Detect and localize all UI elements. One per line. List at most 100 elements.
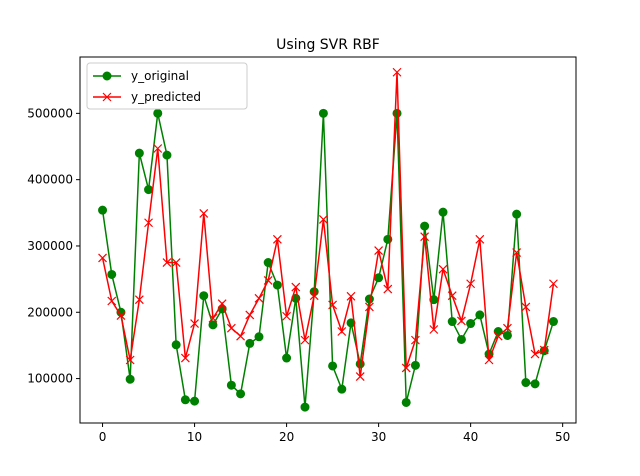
- y_predicted-point: [272, 234, 282, 244]
- y_predicted-point: [549, 279, 558, 289]
- y_original-point: [521, 378, 531, 388]
- y_original-point: [401, 397, 411, 407]
- y_original-point: [199, 291, 209, 301]
- y_original-point: [548, 317, 558, 327]
- y_predicted-point: [98, 253, 107, 263]
- y_original-point: [226, 380, 236, 390]
- y_original-point: [153, 108, 163, 118]
- y_predicted-point: [190, 319, 199, 328]
- y_predicted-point: [199, 209, 209, 218]
- y_predicted-point: [309, 291, 319, 301]
- y_predicted-point: [475, 234, 485, 244]
- y_predicted-point: [254, 293, 264, 303]
- series-layer: [98, 67, 558, 412]
- legend-box: [86, 62, 248, 110]
- y_original-point: [98, 205, 108, 215]
- y_predicted-point: [530, 349, 540, 359]
- series-y_predicted: [98, 67, 558, 382]
- y_predicted-point: [447, 291, 457, 301]
- legend-marker: [102, 92, 112, 102]
- y_original-point: [374, 273, 384, 283]
- y_original-point: [171, 340, 181, 350]
- y_original-point: [438, 207, 448, 217]
- y_original-point: [410, 360, 420, 370]
- legend-marker: [102, 71, 112, 81]
- y_predicted-point: [318, 215, 328, 224]
- y_original-point: [144, 185, 154, 195]
- y_original-point: [456, 334, 466, 344]
- y_original-point: [512, 209, 522, 219]
- legend-entry: y_predicted: [93, 90, 201, 104]
- y_predicted-point: [171, 258, 181, 267]
- chart-title: Using SVR RBF: [276, 37, 380, 53]
- y_predicted-point: [438, 264, 448, 274]
- y_predicted-point: [291, 282, 301, 292]
- y_original-point: [447, 317, 457, 327]
- y_predicted-point: [107, 296, 117, 306]
- y_predicted-point: [116, 311, 126, 321]
- y-tick-label: 400000: [27, 173, 73, 187]
- y_original-point: [134, 148, 144, 158]
- y_predicted-point: [539, 345, 549, 355]
- y_predicted-point: [162, 258, 172, 267]
- y_original-point: [180, 395, 190, 405]
- y_predicted-point: [374, 246, 384, 256]
- x-tick-label: 0: [99, 430, 107, 444]
- y_predicted-point: [300, 335, 310, 345]
- y_original-point: [346, 318, 356, 328]
- y_original-point: [364, 294, 374, 304]
- y_original-point: [107, 269, 117, 279]
- y_predicted-point: [328, 300, 338, 310]
- y_original-point: [208, 320, 218, 330]
- y_original-point: [282, 353, 292, 363]
- y_predicted-point: [484, 355, 494, 365]
- y_predicted-point: [153, 144, 163, 153]
- y_predicted-point: [503, 323, 512, 333]
- y_predicted-point: [346, 291, 356, 301]
- x-tick-label: 20: [279, 430, 294, 444]
- y_predicted-point: [383, 284, 393, 294]
- y_original-point: [466, 319, 476, 329]
- y_original-point: [392, 108, 402, 118]
- y_original-point: [475, 310, 485, 320]
- y_predicted-point: [364, 302, 374, 312]
- y_predicted-point: [355, 372, 365, 382]
- x-tick-label: 30: [371, 430, 386, 444]
- y_predicted-point: [226, 323, 236, 333]
- legend-label: y_original: [131, 69, 189, 83]
- y_predicted-point: [466, 279, 476, 289]
- y-tick-label: 100000: [27, 372, 73, 386]
- y_predicted-point: [337, 327, 347, 336]
- plot-frame: [79, 56, 577, 424]
- y-tick-label: 300000: [27, 239, 73, 253]
- legend-label: y_predicted: [131, 90, 201, 104]
- y_original-point: [318, 108, 328, 118]
- y_original-point: [420, 221, 430, 231]
- y_predicted-point: [263, 276, 273, 285]
- y_predicted-point: [134, 295, 144, 305]
- y_original-point: [125, 374, 135, 384]
- y_original-point: [190, 396, 200, 406]
- y_predicted-point: [217, 299, 227, 309]
- y_predicted-point: [429, 325, 439, 334]
- y_predicted-point: [144, 218, 153, 228]
- y_original-point: [245, 338, 255, 348]
- y_predicted-point: [392, 67, 402, 77]
- y_original-point: [328, 361, 338, 371]
- y_predicted-point: [401, 363, 411, 373]
- y_predicted-point: [125, 355, 135, 365]
- y_predicted-point: [410, 335, 420, 345]
- y_original-point: [337, 384, 347, 394]
- y_predicted-point: [493, 331, 503, 341]
- legend: y_original y_predicted: [86, 62, 248, 110]
- y_predicted-point: [180, 353, 190, 363]
- y_original-point: [502, 330, 512, 340]
- y_original-point: [300, 402, 310, 412]
- y_original-point: [254, 332, 264, 342]
- y_predicted-line: [101, 72, 555, 377]
- y_predicted-point: [236, 331, 246, 341]
- x-tick-label: 50: [555, 430, 570, 444]
- y-tick-label: 200000: [27, 305, 73, 319]
- y-axis: 100000 200000 300000 400000 500000: [27, 106, 80, 386]
